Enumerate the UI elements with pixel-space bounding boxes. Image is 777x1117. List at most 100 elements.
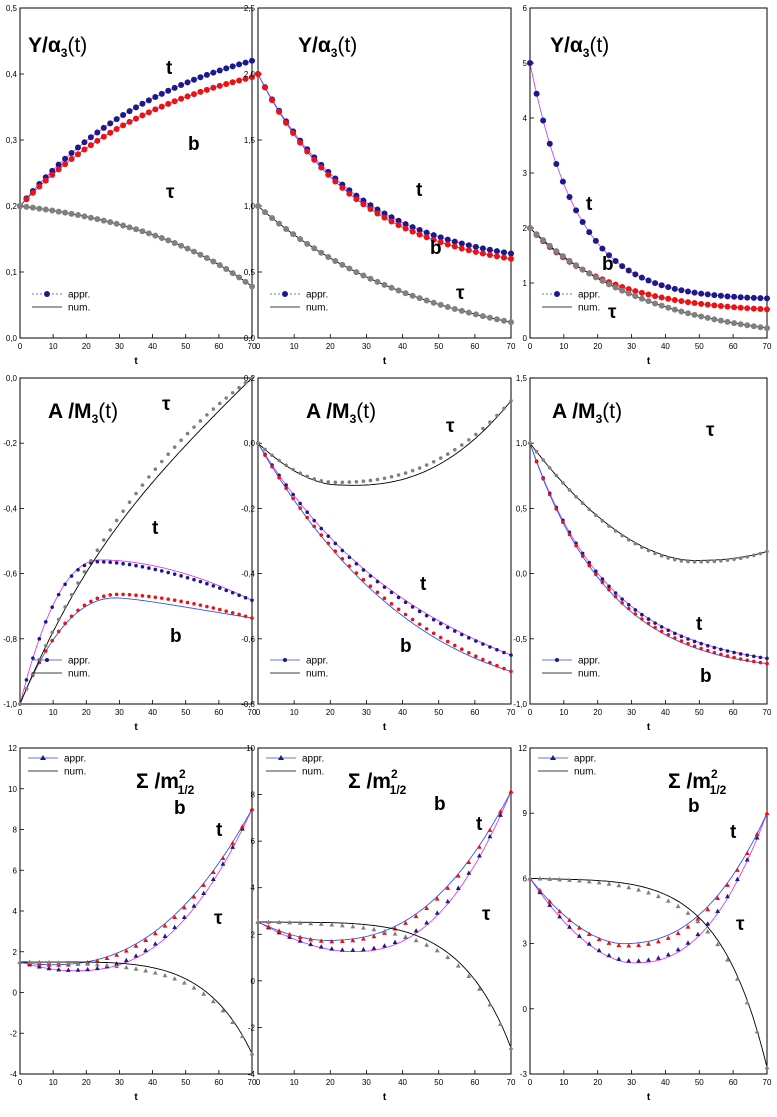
appr-point-tau [445, 954, 451, 960]
appr-point-b [143, 937, 149, 942]
appr-point-b [381, 214, 388, 221]
x-tick-label: 40 [661, 342, 670, 351]
appr-point-t [711, 292, 718, 299]
appr-point-t [546, 140, 553, 147]
appr-point-b [94, 137, 101, 144]
appr-point-b [36, 183, 43, 190]
appr-point-t [431, 617, 436, 622]
appr-point-tau [764, 325, 770, 332]
appr-point-tau [596, 880, 602, 885]
appr-point-b [745, 658, 750, 663]
appr-point-tau [554, 473, 559, 478]
appr-point-b [197, 88, 204, 95]
appr-point-t [94, 965, 100, 971]
x-tick-label: 20 [593, 1078, 602, 1087]
appr-point-tau [712, 559, 717, 564]
appr-point-tau [424, 463, 429, 467]
appr-point-t [152, 94, 159, 101]
appr-point-t [162, 933, 168, 938]
appr-point-t [147, 566, 151, 570]
appr-point-tau [537, 876, 543, 881]
appr-point-b [431, 631, 436, 636]
appr-point-t [192, 577, 196, 582]
appr-point-tau [416, 295, 423, 302]
appr-point-tau [374, 278, 381, 285]
x-tick-label: 40 [661, 1078, 670, 1087]
appr-point-b [191, 91, 197, 98]
x-tick-label: 60 [214, 342, 223, 351]
y-tick-label: 8 [251, 791, 256, 800]
num-curve-t [19, 559, 253, 705]
appr-point-tau [486, 314, 493, 321]
appr-point-b [586, 931, 592, 937]
appr-point-t [596, 947, 602, 953]
x-tick-label: 50 [695, 342, 704, 351]
x-tick-label: 30 [627, 342, 636, 351]
appr-point-b [460, 647, 464, 652]
appr-point-tau [431, 459, 436, 464]
appr-point-tau [620, 533, 624, 538]
appr-point-tau [140, 483, 145, 487]
y-tick-label: -4 [10, 1070, 18, 1079]
appr-point-b [87, 142, 94, 149]
appr-point-tau [547, 466, 552, 470]
appr-point-t [123, 957, 129, 963]
appr-point-tau [191, 985, 197, 990]
appr-point-tau [114, 518, 119, 523]
appr-point-b [172, 914, 178, 919]
y-tick-label: 2,0 [244, 70, 256, 79]
appr-point-tau [17, 203, 23, 209]
appr-point-b [666, 633, 671, 637]
appr-point-tau [85, 961, 91, 966]
appr-point-t [509, 653, 513, 657]
appr-point-tau [89, 559, 93, 563]
appr-point-b [395, 222, 402, 229]
y-tick-label: 1 [523, 279, 528, 288]
appr-point-tau [375, 477, 380, 482]
curve-label-tau: τ [482, 904, 491, 925]
appr-point-t [533, 90, 540, 97]
appr-point-t [655, 955, 661, 960]
appr-point-t [410, 605, 415, 609]
appr-point-t [153, 567, 158, 572]
appr-point-t [757, 295, 764, 302]
appr-point-t [685, 288, 691, 295]
appr-point-b [719, 652, 723, 657]
appr-point-t [732, 650, 736, 655]
appr-point-tau [49, 207, 56, 214]
appr-point-t [715, 908, 721, 914]
appr-point-b [685, 924, 691, 929]
appr-point-t [381, 210, 388, 217]
curve-label-tau: τ [608, 302, 617, 323]
appr-point-tau [389, 475, 394, 479]
appr-point-b [547, 898, 553, 904]
appr-point-t [297, 938, 303, 943]
appr-point-tau [636, 887, 642, 892]
num-curve-tau [19, 377, 253, 705]
x-tick-label: 0 [256, 1078, 261, 1087]
appr-point-t [236, 61, 243, 68]
appr-point-tau [87, 214, 94, 221]
appr-point-t [658, 282, 665, 289]
appr-point-b [699, 646, 703, 651]
appr-point-b [509, 669, 513, 674]
appr-point-tau [452, 447, 457, 452]
appr-point-tau [402, 290, 409, 297]
appr-point-t [211, 584, 216, 588]
y-tick-label: 1,5 [244, 136, 256, 145]
appr-point-t [606, 252, 612, 259]
appr-point-b [311, 156, 318, 163]
plot-frame [529, 377, 768, 705]
x-tick-label: 20 [326, 1078, 335, 1087]
x-tick-label: 20 [82, 1078, 91, 1087]
appr-point-tau [346, 265, 353, 272]
appr-point-t [159, 569, 164, 573]
appr-point-b [632, 288, 639, 295]
appr-point-b [145, 109, 152, 116]
appr-point-tau [171, 239, 178, 246]
appr-point-tau [527, 225, 533, 231]
x-tick-label: 60 [729, 1078, 738, 1087]
appr-point-b [139, 112, 146, 119]
appr-point-t [361, 568, 366, 572]
